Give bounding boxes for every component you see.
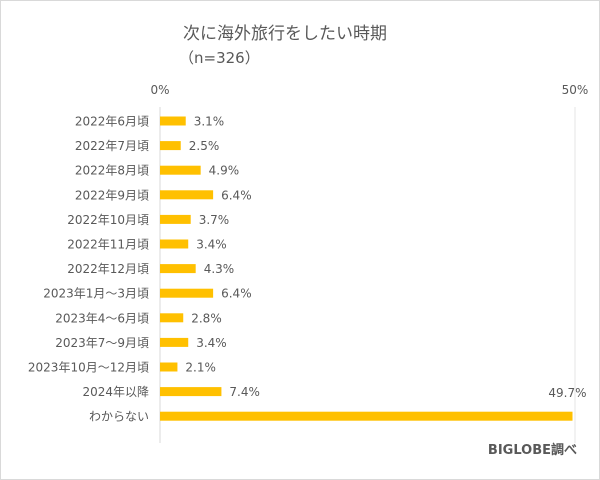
category-label: わからない bbox=[89, 410, 149, 424]
x-tick-label: 50% bbox=[562, 83, 589, 97]
data-label: 3.4% bbox=[196, 238, 227, 252]
chart-title: 次に海外旅行をしたい時期 bbox=[183, 24, 387, 44]
category-label: 2023年4～6月頃 bbox=[55, 311, 149, 325]
data-label: 2.5% bbox=[189, 139, 220, 153]
bar bbox=[160, 362, 178, 372]
category-label: 2022年8月頃 bbox=[75, 164, 149, 178]
data-label: 6.4% bbox=[221, 188, 252, 202]
data-label: 3.4% bbox=[196, 336, 227, 350]
category-label: 2022年6月頃 bbox=[75, 115, 149, 129]
category-label: 2022年11月頃 bbox=[67, 238, 149, 252]
data-label: 6.4% bbox=[221, 287, 252, 301]
category-label: 2023年1月～3月頃 bbox=[43, 287, 149, 301]
bar bbox=[160, 411, 573, 421]
category-label: 2023年7～9月頃 bbox=[55, 336, 149, 350]
bar bbox=[160, 264, 196, 274]
bar bbox=[160, 313, 184, 323]
data-label: 4.3% bbox=[204, 262, 235, 276]
bar bbox=[160, 190, 214, 200]
bar bbox=[160, 337, 189, 347]
chart-subtitle: （n=326） bbox=[179, 49, 260, 67]
data-label: 3.7% bbox=[199, 213, 230, 227]
bar bbox=[160, 116, 186, 126]
data-label: 4.9% bbox=[209, 164, 240, 178]
data-label: 7.4% bbox=[229, 385, 259, 399]
category-label: 2024年以降 bbox=[82, 385, 149, 399]
bar bbox=[160, 141, 181, 151]
data-label: 2.8% bbox=[191, 311, 222, 325]
bar bbox=[160, 214, 191, 224]
data-label: 2.1% bbox=[185, 361, 216, 375]
category-label: 2023年10月～12月頃 bbox=[28, 361, 149, 375]
bar bbox=[160, 165, 201, 175]
category-label: 2022年7月頃 bbox=[75, 139, 149, 153]
bar bbox=[160, 288, 214, 298]
data-label: 49.7% bbox=[548, 386, 586, 400]
bar bbox=[160, 239, 189, 249]
category-label: 2022年12月頃 bbox=[67, 262, 149, 276]
category-label: 2022年10月頃 bbox=[67, 213, 149, 227]
source-note: BIGLOBE調べ bbox=[487, 443, 577, 458]
category-label: 2022年9月頃 bbox=[75, 188, 149, 202]
bar bbox=[160, 387, 222, 397]
x-tick-label: 0% bbox=[150, 83, 169, 97]
data-label: 3.1% bbox=[194, 115, 225, 129]
